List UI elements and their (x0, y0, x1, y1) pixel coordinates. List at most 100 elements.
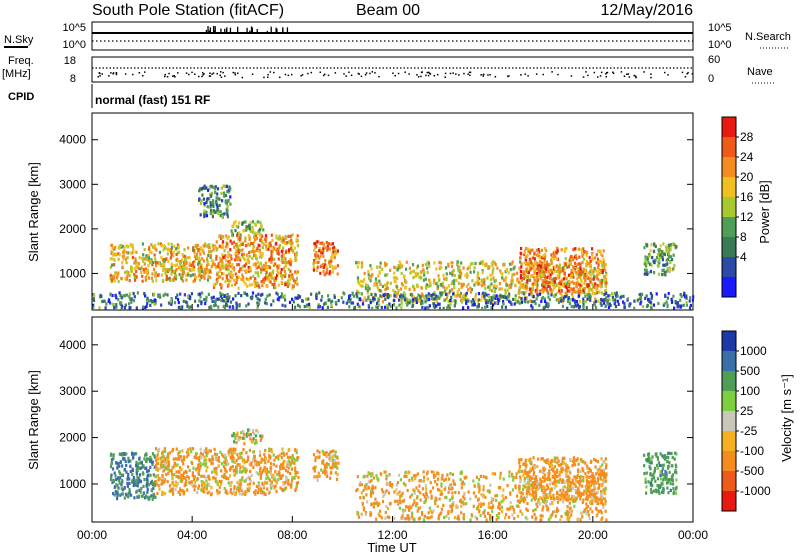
velocity-cell-0-228 (135, 481, 138, 485)
velocity-cell-4-340 (475, 507, 478, 511)
power-cell-4-39 (238, 221, 241, 225)
velocity-cell-0-187 (120, 473, 123, 477)
velocity-cell-4-451 (509, 505, 512, 509)
power-cell-5-699 (368, 287, 371, 291)
power-cell-0-370 (197, 248, 200, 252)
velocity-cell-1-272 (210, 461, 213, 466)
velocity-cell-1-484 (164, 462, 167, 466)
power-cell-2-51 (329, 242, 332, 246)
power-cell-0-404 (187, 273, 190, 277)
power-cell-0-384 (124, 276, 127, 280)
power-cell-6-30 (522, 272, 525, 276)
power-cell-6-83 (547, 274, 550, 278)
power-cell-8-691 (108, 298, 111, 302)
power-cell-8-234 (508, 299, 511, 303)
velocity-cell-4-379 (366, 474, 369, 478)
velocity-cell-4-409 (532, 509, 535, 513)
power-cell-0-335 (147, 247, 151, 251)
power-cell-6-339 (599, 250, 602, 254)
power-cell-5-520 (483, 277, 486, 282)
beam-label: Beam 00 (356, 2, 420, 19)
velocity-cell-1-595 (234, 492, 237, 496)
velocity-cell-4-192 (495, 513, 499, 518)
power-cell-7-95 (667, 255, 671, 259)
velocity-cell-1-343 (205, 487, 208, 491)
nave-dot-11 (468, 71, 471, 74)
velocity-cell-2-39 (313, 465, 316, 469)
nave-dot-56 (101, 73, 103, 75)
velocity-cell-3-8 (236, 431, 239, 435)
power-cell-5-192 (443, 298, 446, 302)
power-cell-3-82 (211, 201, 214, 205)
velocity-cell-0-118 (116, 497, 119, 501)
velocity-cell-4-478 (455, 504, 458, 508)
velocity-cell-1-242 (210, 492, 213, 496)
nsky-frame (91, 21, 694, 51)
power-cell-8-284 (124, 303, 127, 307)
velocity-cell-4-496 (477, 478, 481, 482)
power-cell-5-89 (436, 295, 439, 299)
velocity-cell-3-36 (255, 441, 258, 445)
power-cell-8-141 (538, 303, 541, 307)
power-cell-3-91 (210, 184, 213, 188)
velocity-cell-4-69 (399, 478, 402, 482)
velocity-cell-1-634 (154, 474, 157, 478)
velocity-cell-0-96 (131, 467, 134, 471)
power-cell-8-324 (132, 291, 135, 296)
power-cell-6-426 (557, 265, 560, 270)
power-cell-0-67 (203, 276, 206, 280)
velocity-cell-1-632 (155, 447, 158, 451)
power-cell-6-173 (533, 276, 536, 280)
power-cell-5-489 (549, 281, 552, 285)
velocity-cell-1-689 (195, 468, 198, 472)
velocity-cell-0-231 (148, 483, 151, 487)
velocity-cell-1-445 (268, 453, 271, 458)
power-cell-1-357 (219, 256, 222, 260)
power-cell-5-364 (449, 271, 452, 275)
power-cell-1-335 (229, 279, 232, 283)
velocity-cell-1-116 (205, 469, 208, 473)
power-cell-0-417 (164, 269, 167, 273)
power-cell-8-19 (679, 293, 682, 297)
velocity-cell-1-675 (292, 457, 295, 461)
power-cell-8-465 (414, 297, 417, 301)
velocity-cell-1-681 (177, 470, 180, 474)
power-cell-7-81 (651, 255, 654, 260)
power-cell-6-262 (584, 269, 587, 273)
nave-dot-135 (429, 73, 432, 75)
power-cell-5-35 (421, 263, 424, 267)
power-cell-8-518 (594, 306, 598, 310)
power-cell-8-20 (483, 294, 486, 298)
power-cell-1-478 (288, 278, 291, 282)
nave-dot-115 (284, 73, 287, 76)
power-cell-5-477 (392, 288, 395, 292)
velocity-cell-0-201 (110, 458, 113, 462)
velocity-cell-1-264 (219, 450, 222, 454)
velocity-cell-1-291 (181, 477, 184, 481)
power-cell-5-315 (451, 261, 454, 265)
power-cell-5-162 (384, 273, 387, 277)
power-cell-7-28 (670, 243, 673, 247)
power-cell-8-386 (223, 294, 226, 298)
velocity-cell-4-403 (458, 499, 462, 503)
power-cell-1-394 (253, 254, 256, 258)
power-cell-8-173 (356, 302, 359, 306)
power-cell-5-565 (370, 267, 373, 271)
velocity-cell-4-31 (514, 486, 517, 490)
velocity-cell-1-640 (293, 461, 296, 465)
power-cell-5-393 (364, 282, 367, 286)
velocity-cell-0-132 (123, 468, 126, 472)
velocity-cell-1-548 (293, 476, 296, 480)
power-cell-4-45 (233, 221, 236, 225)
velocity-cell-0-221 (128, 490, 131, 494)
power-cell-5-501 (446, 296, 449, 300)
velocity-cell-1-456 (270, 472, 273, 476)
power-cell-1-414 (215, 248, 218, 252)
nave-dot-85 (428, 72, 431, 74)
power-cell-5-459 (525, 296, 529, 300)
velocity-cell-4-305 (398, 506, 401, 510)
velocity-cell-4-74 (447, 512, 450, 516)
velocity-cell-1-240 (157, 478, 160, 482)
power-cell-6-425 (520, 278, 523, 282)
power-cell-8-543 (92, 297, 95, 301)
